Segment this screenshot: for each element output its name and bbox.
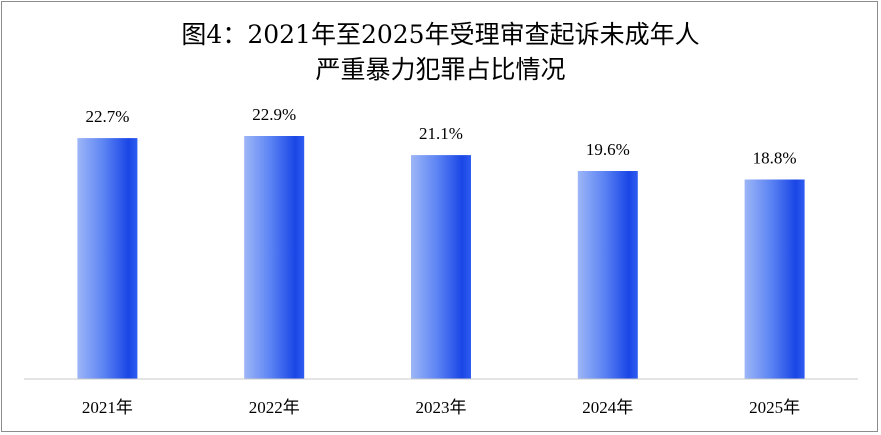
chart-title-line-1: 图4：2021年至2025年受理审查起诉未成年人 [181,20,700,49]
x-tick-label-2021年: 2021年 [82,398,133,417]
x-tick-label-2022年: 2022年 [249,398,300,417]
bar-2021年 [77,138,138,379]
x-tick-label-2023年: 2023年 [416,398,467,417]
value-label-2021年: 22.7% [85,107,129,126]
x-tick-label-2025年: 2025年 [749,398,800,417]
value-label-2024年: 19.6% [586,140,630,159]
bar-2023年 [411,155,471,379]
value-label-2023年: 21.1% [419,124,463,143]
chart-title-line-2: 严重暴力犯罪占比情况 [315,55,566,84]
value-label-2022年: 22.9% [252,105,296,124]
value-label-2025年: 18.8% [753,149,797,168]
bar-2022年 [244,136,305,379]
bar-2024年 [577,171,638,379]
bar-2025年 [744,179,805,379]
x-tick-label-2024年: 2024年 [582,398,633,417]
